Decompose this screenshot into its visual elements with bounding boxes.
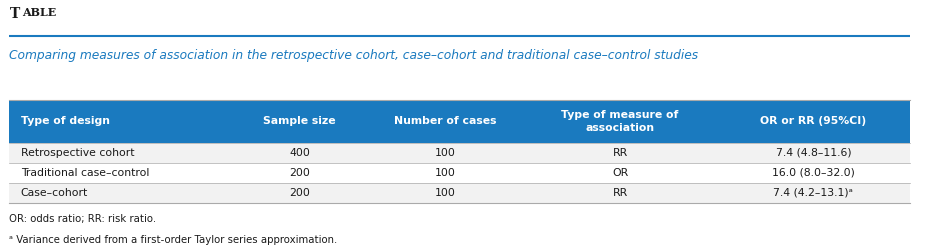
Text: Traditional case–control: Traditional case–control bbox=[21, 168, 149, 178]
Text: 100: 100 bbox=[435, 168, 456, 178]
Text: Case–cohort: Case–cohort bbox=[21, 188, 88, 198]
Text: 7.4 (4.8–11.6): 7.4 (4.8–11.6) bbox=[775, 148, 852, 158]
Bar bbox=[9, 100, 910, 143]
Text: 7.4 (4.2–13.1)ᵃ: 7.4 (4.2–13.1)ᵃ bbox=[773, 188, 853, 198]
Bar bbox=[9, 143, 910, 163]
Bar bbox=[9, 163, 910, 183]
Text: Type of design: Type of design bbox=[21, 116, 109, 126]
Text: RR: RR bbox=[612, 188, 628, 198]
Text: Number of cases: Number of cases bbox=[394, 116, 497, 126]
Text: 200: 200 bbox=[289, 188, 310, 198]
Bar bbox=[9, 183, 910, 203]
Text: OR: OR bbox=[612, 168, 628, 178]
Text: OR: odds ratio; RR: risk ratio.: OR: odds ratio; RR: risk ratio. bbox=[9, 214, 157, 224]
Text: 16.0 (8.0–32.0): 16.0 (8.0–32.0) bbox=[772, 168, 854, 178]
Text: RR: RR bbox=[612, 148, 628, 158]
Text: ABLE: ABLE bbox=[22, 7, 56, 18]
Text: OR or RR (95%CI): OR or RR (95%CI) bbox=[760, 116, 867, 126]
Text: T: T bbox=[9, 7, 20, 21]
Text: 400: 400 bbox=[289, 148, 310, 158]
Text: Comparing measures of association in the retrospective cohort, case–cohort and t: Comparing measures of association in the… bbox=[9, 49, 699, 62]
Text: Type of measure of
association: Type of measure of association bbox=[561, 110, 679, 133]
Text: 100: 100 bbox=[435, 188, 456, 198]
Text: 100: 100 bbox=[435, 148, 456, 158]
Text: 200: 200 bbox=[289, 168, 310, 178]
Text: Sample size: Sample size bbox=[263, 116, 336, 126]
Text: Retrospective cohort: Retrospective cohort bbox=[21, 148, 134, 158]
Text: ᵃ Variance derived from a first-order Taylor series approximation.: ᵃ Variance derived from a first-order Ta… bbox=[9, 235, 338, 245]
